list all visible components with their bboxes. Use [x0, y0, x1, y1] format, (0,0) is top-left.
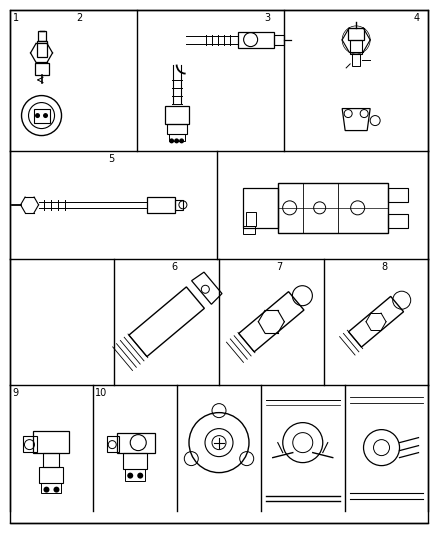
Bar: [24, 435, 38, 451]
Bar: [33, 431, 70, 453]
Text: 1: 1: [13, 13, 19, 22]
Bar: [147, 197, 175, 213]
Text: 6: 6: [172, 262, 178, 272]
Bar: [107, 435, 119, 451]
Text: 10: 10: [95, 387, 108, 398]
Bar: [243, 188, 278, 228]
Bar: [39, 466, 64, 482]
Circle shape: [127, 473, 133, 479]
Text: 8: 8: [381, 262, 387, 272]
Bar: [43, 453, 60, 466]
Circle shape: [43, 487, 49, 492]
Text: 3: 3: [264, 13, 270, 22]
Circle shape: [137, 473, 143, 479]
Bar: [246, 212, 256, 226]
Bar: [166, 124, 187, 134]
Bar: [175, 200, 183, 210]
Bar: [165, 106, 189, 124]
Bar: [42, 482, 61, 492]
Bar: [352, 54, 360, 66]
Circle shape: [174, 139, 179, 143]
Text: 4: 4: [413, 13, 420, 22]
Circle shape: [35, 113, 40, 118]
Text: 5: 5: [108, 154, 114, 164]
Bar: [34, 109, 49, 123]
Bar: [36, 41, 46, 57]
Bar: [350, 40, 362, 54]
Bar: [35, 63, 49, 75]
Bar: [274, 35, 284, 45]
Circle shape: [53, 487, 60, 492]
Bar: [238, 31, 274, 47]
Bar: [38, 31, 46, 41]
Bar: [123, 453, 147, 469]
Bar: [388, 188, 408, 202]
Circle shape: [179, 139, 184, 143]
Text: 7: 7: [276, 262, 283, 272]
Bar: [117, 433, 155, 453]
Bar: [169, 134, 185, 141]
Text: 9: 9: [13, 387, 19, 398]
Bar: [125, 469, 145, 481]
Text: 2: 2: [77, 13, 83, 22]
Bar: [278, 183, 388, 233]
Bar: [388, 214, 408, 228]
Circle shape: [43, 113, 48, 118]
Bar: [348, 28, 364, 40]
Bar: [243, 226, 254, 234]
Circle shape: [169, 139, 174, 143]
